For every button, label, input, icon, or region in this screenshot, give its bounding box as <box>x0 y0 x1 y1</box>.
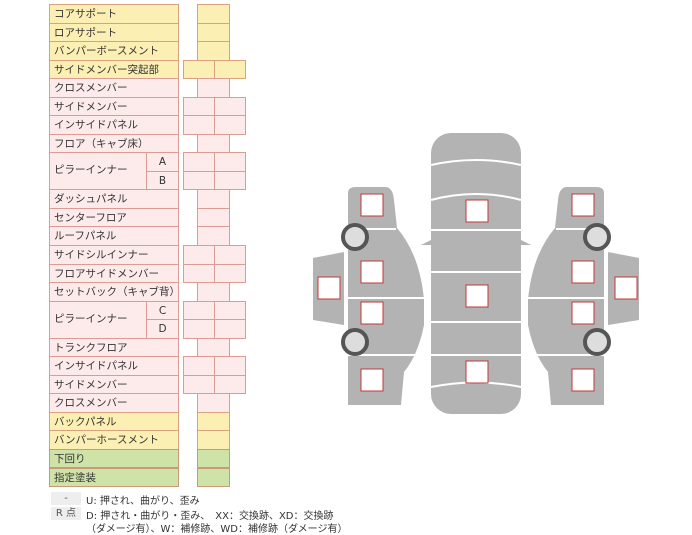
legend-dash-tag: - <box>51 492 81 505</box>
damage-marker <box>360 368 384 392</box>
damage-marker <box>571 368 595 392</box>
value-cell[interactable] <box>197 467 230 488</box>
row-label: 指定塗装 <box>49 467 179 488</box>
value-cell[interactable] <box>214 115 246 135</box>
row-label: バンパーホースメント <box>49 430 179 450</box>
damage-marker <box>465 284 489 308</box>
legend-r-text: D: 押され・曲がり・歪み、 XX：交換跡、XD：交換跡 <box>86 511 334 522</box>
wheel-icon <box>341 328 369 356</box>
value-cell[interactable] <box>214 319 246 339</box>
damage-marker <box>317 276 341 300</box>
damage-marker <box>360 301 384 325</box>
damage-marker <box>465 360 489 384</box>
value-cell[interactable] <box>214 170 246 191</box>
row-label: クロスメンバー <box>49 78 179 98</box>
row-label: サイドメンバー突起部 <box>49 59 179 80</box>
damage-marker <box>360 193 384 217</box>
row-label: サイドメンバー <box>49 96 179 117</box>
wheel-icon <box>341 223 369 251</box>
car-body-left-side <box>348 187 424 405</box>
row-label: バックパネル <box>49 411 179 432</box>
row-label: ピラーインナー <box>49 300 147 339</box>
damage-marker <box>360 260 384 284</box>
row-sub-label: C <box>146 300 179 321</box>
value-cell[interactable] <box>214 59 246 80</box>
damage-marker <box>614 276 638 300</box>
value-cell[interactable] <box>214 263 246 284</box>
row-label: サイドシルインナー <box>49 245 179 265</box>
row-label: ピラーインナー <box>49 152 147 191</box>
damage-marker <box>571 260 595 284</box>
row-label: インサイドパネル <box>49 115 179 135</box>
value-cell[interactable] <box>214 374 246 395</box>
car-body-top <box>431 133 521 414</box>
row-label: フロア（キャブ床） <box>49 133 179 154</box>
row-sub-label: A <box>146 152 179 172</box>
wheel-icon <box>583 223 611 251</box>
damage-marker <box>465 199 489 223</box>
legend-dash-text: U: 押され、曲がり、歪み <box>86 496 200 507</box>
legend-r-tag: R 点 <box>51 507 81 520</box>
wheel-icon <box>583 328 611 356</box>
damage-marker <box>571 193 595 217</box>
row-label: バンパーボースメント <box>49 41 179 61</box>
legend-r-text-2: （ダメージ有）、W：補修跡、WD：補修跡（ダメージ有） <box>86 524 348 535</box>
row-label: センターフロア <box>49 207 179 228</box>
damage-marker <box>571 301 595 325</box>
row-label: フロアサイドメンバー <box>49 263 179 284</box>
row-label: クロスメンバー <box>49 393 179 413</box>
